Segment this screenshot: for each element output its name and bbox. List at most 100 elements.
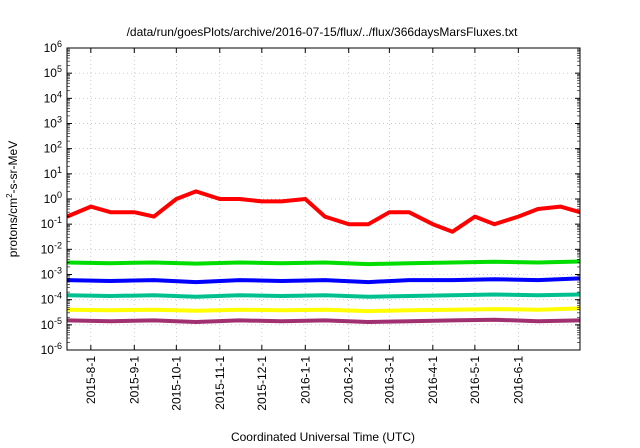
x-axis: 2015-8-1 2015-9-1 2015-10-1 2015-11-1 2015-1… [84,48,525,411]
y-tick-label: 106 [44,39,62,55]
chart-title: /data/run/goesPlots/archive/2016-07-15/f… [127,25,519,39]
y-tick-label: 104 [44,89,62,105]
series-point-4 [366,273,370,276]
x-tick-label: 2016-3-1 [382,356,396,404]
series-group [67,189,580,324]
series-point-2 [493,293,496,296]
y-tick-base: 10 [41,318,55,332]
series-point-6 [387,210,391,214]
y-axis: 10610510410310210110010-110-210-310-410-… [41,39,580,357]
series-point-2 [366,295,370,299]
series-point-1 [109,308,112,312]
series-point-0 [152,318,156,322]
series-point-6 [109,210,112,214]
series-point-2 [152,293,156,297]
series-point-6 [451,230,454,234]
series-point-5 [407,261,411,265]
y-tick-base: 10 [41,268,55,282]
series-point-1 [366,309,370,313]
series-point-5 [493,260,496,264]
x-tick-label: 2016-2-1 [342,356,356,404]
series-point-3 [323,278,327,282]
series-point-1 [323,308,327,312]
series-point-2 [194,295,198,299]
x-tick-label: 2016-6-1 [511,356,525,404]
y-tick-base: 10 [41,293,55,307]
x-tick-label: 2015-10-1 [169,356,183,411]
series-point-1 [493,307,496,311]
series-point-2 [407,294,411,298]
series-point-5 [536,261,540,264]
x-axis-label: Coordinated Universal Time (UTC) [231,430,415,444]
series-point-5 [109,261,112,265]
series-point-3 [451,278,454,282]
series-point-3 [536,278,540,282]
series-point-0 [366,320,370,324]
series-point-0 [451,318,454,322]
y-tick-base: 10 [41,242,55,256]
series-point-2 [237,293,241,297]
series-point-0 [280,319,283,323]
series-point-6 [516,215,520,219]
series-point-0 [194,320,198,324]
y-tick-exponent: 4 [57,89,62,99]
series-point-2 [280,294,283,298]
series-point-3 [109,279,112,283]
series-point-6 [323,215,327,219]
y-tick-exponent: -1 [54,215,62,225]
y-tick-base: 10 [44,167,58,181]
series-point-6 [366,222,370,226]
series-point-6 [536,207,540,211]
series-point-4 [237,271,241,274]
series-point-0 [493,318,496,322]
y-tick-exponent: 2 [57,140,62,150]
x-tick-label: 2015-9-1 [127,356,141,404]
series-point-6 [260,199,264,203]
series-point-0 [323,318,327,322]
y-tick-exponent: 1 [57,165,62,175]
series-point-6 [132,210,136,214]
series-point-6 [280,199,283,203]
series-point-0 [237,318,241,322]
series-point-6 [194,189,198,193]
y-tick-exponent: 6 [57,39,62,49]
y-tick-label: 10-6 [41,341,62,357]
x-tick-label: 2015-12-1 [255,356,269,411]
series-point-4 [152,271,156,274]
y-tick-label: 10-2 [41,240,62,256]
y-tick-exponent: -3 [54,266,62,276]
series-point-2 [536,293,540,297]
series-point-3 [280,279,283,283]
series-point-3 [407,278,411,282]
series-point-4 [536,271,540,274]
x-tick-label: 2016-1-1 [298,356,312,404]
y-tick-base: 10 [44,117,58,131]
series-point-5 [237,261,241,264]
series-point-6 [493,222,496,226]
y-tick-exponent: 3 [57,115,62,125]
series-point-6 [303,197,307,201]
series-point-4 [407,271,411,274]
series-point-4 [493,270,496,274]
y-tick-exponent: 0 [57,190,62,200]
y-tick-label: 10-1 [41,215,62,231]
series-point-6 [558,205,562,209]
y-tick-exponent: -6 [54,341,62,351]
series-point-5 [323,261,327,264]
series-point-1 [237,308,241,312]
series-point-5 [451,261,454,264]
y-tick-label: 101 [44,165,62,181]
series-point-1 [194,309,198,313]
x-tick-label: 2016-4-1 [426,356,440,404]
y-tick-base: 10 [44,142,58,156]
series-point-6 [407,210,411,214]
series-point-5 [152,261,156,264]
y-tick-exponent: 5 [57,64,62,74]
series-point-5 [194,262,198,266]
x-tick-label: 2015-11-1 [213,356,227,410]
series-point-6 [174,197,178,201]
series-point-1 [536,308,540,312]
y-tick-exponent: -2 [54,240,62,250]
y-tick-label: 10-5 [41,316,62,332]
series-point-6 [431,222,435,226]
